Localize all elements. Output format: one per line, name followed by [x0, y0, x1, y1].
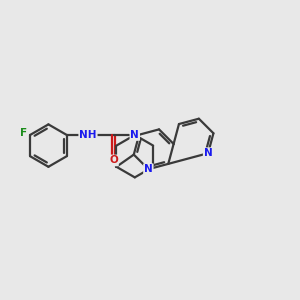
Text: F: F: [20, 128, 27, 138]
Text: N: N: [144, 164, 153, 174]
Text: N: N: [130, 130, 139, 140]
Text: NH: NH: [79, 130, 97, 140]
Text: N: N: [204, 148, 212, 158]
Text: O: O: [109, 155, 118, 165]
